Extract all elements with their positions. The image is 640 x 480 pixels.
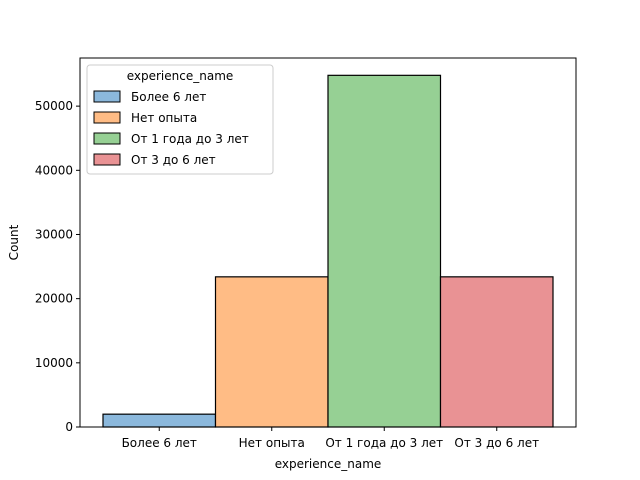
legend-swatch-2 [93,132,121,145]
y-tick-label-0: 0 [65,420,73,434]
legend-swatch-3 [93,153,121,166]
x-axis: Более 6 лет Нет опыта От 1 года до 3 лет От… [122,427,539,450]
y-tick-label-1: 10000 [35,356,73,370]
legend-box [86,64,274,175]
bar-0 [102,413,217,428]
x-tick-label-0: Более 6 лет [122,436,197,450]
y-axis: 0 10000 20000 30000 40000 50000 [35,99,80,434]
y-axis-label: Count [7,224,21,260]
x-tick-label-3: От 3 до 6 лет [454,436,539,450]
bars [102,74,554,428]
bar-3 [439,276,554,428]
x-tick-label-2: От 1 года до 3 лет [325,436,443,450]
plot-frame [79,57,577,428]
legend-label-0: Более 6 лет [131,90,206,104]
y-tick-label-5: 50000 [35,99,73,113]
legend-swatch-1 [93,111,121,124]
bar-2 [327,74,442,428]
y-tick-label-2: 20000 [35,292,73,306]
x-axis-label: experience_name [275,457,382,471]
y-tick-label-4: 40000 [35,163,73,177]
legend-title: experience_name [127,69,234,83]
x-tick-label-1: Нет опыта [239,436,305,450]
legend-label-2: От 1 года до 3 лет [131,132,249,146]
y-tick-label-3: 30000 [35,227,73,241]
legend-label-3: От 3 до 6 лет [131,153,216,167]
legend-label-1: Нет опыта [131,111,197,125]
bar-1 [214,276,329,428]
legend: experience_name Более 6 лет Нет опыта От 1… [86,64,274,175]
legend-swatch-0 [93,90,121,103]
